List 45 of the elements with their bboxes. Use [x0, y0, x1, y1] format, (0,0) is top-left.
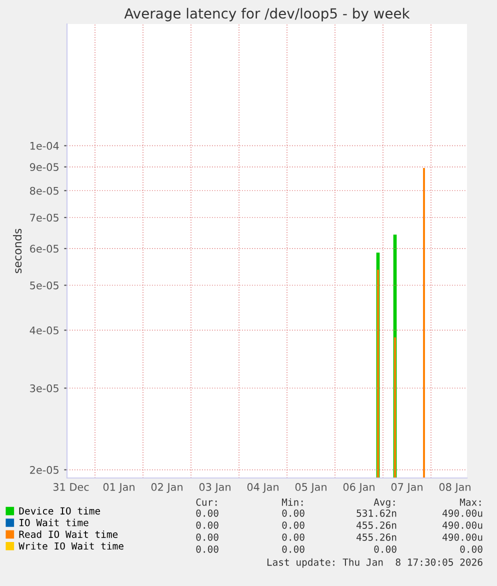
text: Min:	[282, 498, 303, 506]
text: 490.00u	[442, 509, 482, 517]
text: 0.00	[282, 545, 304, 553]
x-tick-label: 03 Jan	[199, 483, 230, 493]
x-tick-label: 31 Dec	[53, 483, 89, 491]
text: 0.00	[196, 521, 218, 529]
text: 490.00u	[442, 521, 482, 529]
y-tick-label: 1e-04	[30, 142, 59, 150]
y-tick-label: 3e-05	[30, 384, 58, 392]
text: Cur:	[196, 498, 217, 506]
y-tick-label: 6e-05	[30, 244, 58, 253]
legend-label: Read IO Wait time	[19, 530, 118, 538]
text: Avg:	[374, 498, 395, 508]
text: 531.62n	[356, 509, 396, 517]
x-tick-label: 06 Jan	[343, 483, 374, 493]
x-tick-label: 01 Jan	[103, 483, 134, 493]
y-tick-label: 9e-05	[30, 163, 58, 172]
x-tick-label: 08 Jan	[439, 483, 470, 493]
y-tick-label: 7e-05	[30, 214, 58, 222]
text: 0.00	[196, 533, 218, 541]
text: Last update: Thu Jan 8 17:30:05 2026	[267, 558, 482, 568]
legend-label: Device IO time	[19, 507, 100, 515]
x-tick-label: 07 Jan	[391, 483, 422, 493]
y-axis-title: seconds	[13, 228, 22, 274]
text: 0.00	[196, 545, 218, 553]
text: 490.00u	[442, 533, 482, 541]
text: 455.26n	[356, 533, 396, 541]
x-tick-label: 02 Jan	[151, 483, 182, 493]
y-tick-label: 4e-05	[30, 326, 58, 334]
text: Max:	[460, 498, 481, 506]
legend-label: IO Wait time	[20, 518, 88, 526]
legend-label: Write IO Wait time	[18, 542, 124, 550]
text: 0.00	[374, 545, 396, 553]
text: 0.00	[196, 509, 218, 517]
text: 0.00	[282, 533, 304, 541]
text: 455.26n	[356, 521, 396, 529]
text: 0.00	[282, 521, 304, 529]
text: 0.00	[460, 545, 482, 553]
y-tick-label: 2e-05	[30, 466, 58, 474]
text: 0.00	[282, 509, 304, 517]
x-tick-label: 04 Jan	[247, 483, 278, 493]
y-tick-label: 8e-05	[30, 186, 58, 195]
x-tick-label: 05 Jan	[295, 483, 326, 493]
y-tick-label: 5e-05	[30, 281, 58, 290]
chart-title: Average latency for /dev/loop5 - by week	[124, 8, 410, 22]
